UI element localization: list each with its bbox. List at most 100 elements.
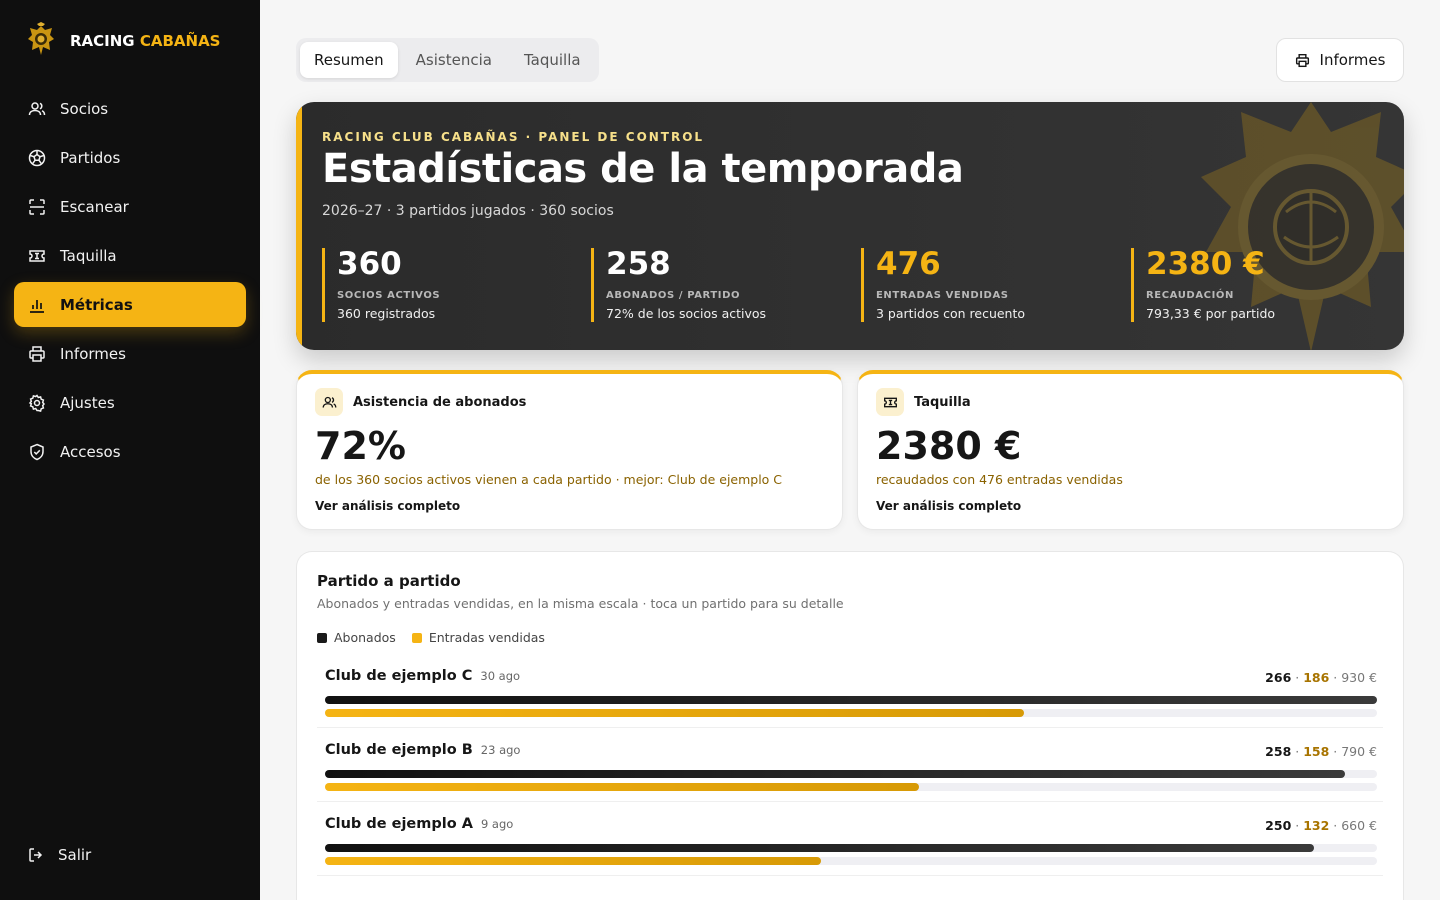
separator: · — [1329, 670, 1342, 685]
reports-button[interactable]: Informes — [1276, 38, 1404, 82]
hero-kicker: RACING CLUB CABAÑAS · PANEL DE CONTROL — [322, 130, 705, 144]
match-date: 23 ago — [480, 743, 521, 757]
panel-title: Partido a partido — [317, 572, 461, 590]
kpi-recaudacion: 2380 € RECAUDACIÓN 793,33 € por partido — [1131, 248, 1381, 322]
legend-label: Abonados — [334, 630, 396, 645]
sidebar-item-accesos[interactable]: Accesos — [14, 429, 246, 474]
sidebar-item-partidos[interactable]: Partidos — [14, 135, 246, 180]
abonados-bar — [325, 696, 1377, 704]
card-taquilla[interactable]: Taquilla 2380 € recaudados con 476 entra… — [857, 370, 1404, 530]
sidebar-item-taquilla[interactable]: Taquilla — [14, 233, 246, 278]
page-title: Estadísticas de la temporada — [322, 146, 964, 192]
kpi-value: 360 — [337, 246, 402, 282]
abonados-bar-track — [325, 844, 1377, 852]
entradas-bar — [325, 857, 821, 865]
gear-icon — [28, 393, 45, 412]
tab-asistencia[interactable]: Asistencia — [415, 51, 492, 69]
match-stats: 250 · 132 · 660 € — [1265, 818, 1377, 833]
card-header: Taquilla — [876, 388, 971, 416]
kpi-detail: 360 registrados — [337, 306, 436, 321]
card-icon-badge — [315, 388, 343, 416]
match-date: 30 ago — [480, 669, 521, 683]
card-description: recaudados con 476 entradas vendidas — [876, 472, 1123, 487]
scan-icon — [29, 198, 45, 215]
tab-resumen[interactable]: Resumen — [300, 42, 398, 78]
match-row[interactable]: Club de ejemplo B 23 ago 258 · 158 · 790 € — [317, 730, 1383, 802]
abonados-bar-track — [325, 696, 1377, 704]
hero-subtitle: 2026–27 · 3 partidos jugados · 360 socio… — [322, 203, 614, 219]
brand[interactable]: RACING CABAÑAS — [26, 22, 220, 60]
legend-swatch — [411, 632, 422, 643]
card-value: 2380 € — [876, 424, 1022, 468]
separator: · — [1329, 818, 1342, 833]
sidebar-item-informes[interactable]: Informes — [14, 331, 246, 376]
kpi-detail: 3 partidos con recuento — [876, 306, 1026, 321]
match-opponent: Club de ejemplo B — [325, 742, 473, 758]
kpi-label: ENTRADAS VENDIDAS — [876, 290, 1009, 301]
entradas-bar-track — [325, 709, 1377, 717]
match-abonados-count: 258 — [1265, 744, 1292, 759]
tab-taquilla[interactable]: Taquilla — [523, 51, 581, 69]
legend-item-abonados: Abonados — [317, 630, 396, 645]
club-crest-watermark — [1201, 102, 1404, 350]
match-row[interactable]: Club de ejemplo A 9 ago 250 · 132 · 660 € — [317, 804, 1383, 876]
sidebar-item-socios[interactable]: Socios — [14, 86, 246, 131]
card-value: 72% — [315, 424, 406, 468]
match-date: 9 ago — [480, 817, 514, 831]
kpi-entradas-vendidas: 476 ENTRADAS VENDIDAS 3 partidos con rec… — [861, 248, 1111, 322]
entradas-bar — [325, 709, 1024, 717]
sidebar-nav: Socios Partidos Escanear Taquilla Métric… — [14, 86, 246, 478]
match-name: Club de ejemplo A 9 ago — [325, 816, 513, 832]
card-asistencia-abonados[interactable]: Asistencia de abonados 72% de los 360 so… — [296, 370, 843, 530]
shield-icon — [30, 443, 44, 460]
card-header: Asistencia de abonados — [315, 388, 526, 416]
card-title: Asistencia de abonados — [353, 394, 527, 410]
sidebar-item-metricas[interactable]: Métricas — [14, 282, 246, 327]
printer-icon — [29, 345, 45, 362]
sidebar-item-label: Escanear — [60, 197, 129, 216]
view-analysis-link[interactable]: Ver análisis completo — [315, 499, 461, 513]
sidebar-item-label: Taquilla — [60, 246, 117, 265]
logout-label: Salir — [58, 846, 92, 864]
kpi-value: 2380 € — [1146, 246, 1265, 282]
match-entradas-count: 158 — [1303, 744, 1330, 759]
match-recaudacion: 660 € — [1341, 818, 1377, 833]
match-by-match-panel: Partido a partido Abonados y entradas ve… — [296, 551, 1404, 900]
legend-swatch — [317, 632, 327, 643]
sidebar-item-label: Accesos — [60, 442, 121, 461]
kpi-abonados-partido: 258 ABONADOS / PARTIDO 72% de los socios… — [591, 248, 841, 322]
sidebar-item-label: Ajustes — [60, 393, 115, 412]
card-title: Taquilla — [914, 394, 971, 410]
sidebar-item-ajustes[interactable]: Ajustes — [14, 380, 246, 425]
card-description: de los 360 socios activos vienen a cada … — [315, 472, 783, 487]
season-hero: RACING CLUB CABAÑAS · PANEL DE CONTROL E… — [296, 102, 1404, 350]
match-abonados-count: 250 — [1265, 818, 1292, 833]
view-tabs: Resumen Asistencia Taquilla — [296, 38, 599, 82]
logout-icon — [29, 848, 43, 862]
printer-icon — [1295, 53, 1309, 67]
view-analysis-link[interactable]: Ver análisis completo — [876, 499, 1022, 513]
panel-subtitle: Abonados y entradas vendidas, en la mism… — [317, 596, 844, 611]
match-row[interactable]: Club de ejemplo C 30 ago 266 · 186 · 930 € — [317, 656, 1383, 728]
brand-name: RACING CABAÑAS — [70, 32, 221, 50]
kpi-detail: 793,33 € por partido — [1146, 306, 1276, 321]
sidebar-item-escanear[interactable]: Escanear — [14, 184, 246, 229]
kpi-label: ABONADOS / PARTIDO — [606, 290, 741, 301]
users-icon — [322, 396, 336, 408]
sidebar-item-label: Informes — [60, 344, 126, 363]
kpi-detail: 72% de los socios activos — [606, 306, 767, 321]
club-crest-logo — [28, 22, 54, 55]
ticket-icon — [29, 249, 45, 262]
match-stats: 258 · 158 · 790 € — [1265, 744, 1377, 759]
match-name: Club de ejemplo B 23 ago — [325, 742, 520, 758]
abonados-bar-track — [325, 770, 1377, 778]
abonados-bar — [325, 770, 1345, 778]
match-recaudacion: 790 € — [1341, 744, 1377, 759]
match-recaudacion: 930 € — [1341, 670, 1377, 685]
entradas-bar-track — [325, 783, 1377, 791]
abonados-bar — [325, 844, 1314, 852]
logout-button[interactable]: Salir — [28, 846, 91, 864]
match-entradas-count: 132 — [1303, 818, 1330, 833]
separator: · — [1291, 818, 1304, 833]
card-icon-badge — [876, 388, 904, 416]
